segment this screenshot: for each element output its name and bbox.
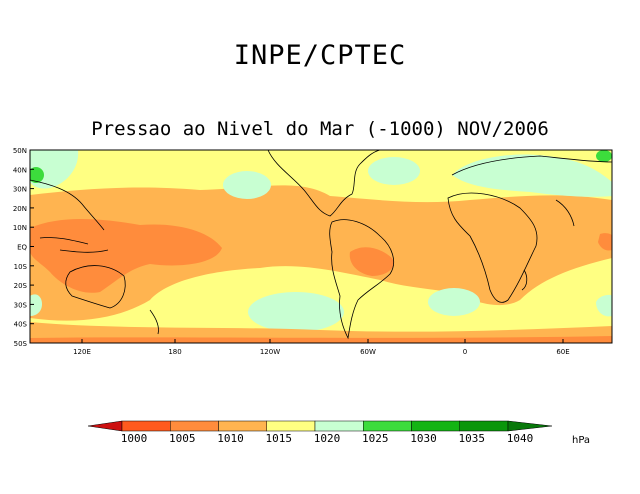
lon-tick-label: 0 (463, 348, 467, 356)
colorbar-arrow-high (507, 420, 553, 432)
high-south-indian (596, 294, 612, 317)
header-org-title: INPE/CPTEC (233, 40, 407, 71)
lat-tick-label: 40N (13, 166, 27, 174)
lon-tick-label: 60W (360, 348, 376, 356)
high-south-atlantic (428, 288, 480, 316)
high-core-northwest (30, 167, 44, 183)
lon-tick-label: 120W (260, 348, 280, 356)
pressure-field (30, 150, 612, 343)
coast-south-america (329, 219, 394, 340)
colorbar-level-label: 1025 (362, 432, 389, 445)
units-label: hPa (572, 435, 591, 446)
colorbar-arrow-low (87, 420, 123, 432)
field-band-1005-pacific (30, 219, 222, 293)
field-band-1010 (30, 185, 612, 321)
lat-tick-label: 50N (13, 147, 27, 155)
coast-africa (447, 192, 538, 303)
coastlines (30, 150, 612, 340)
colorbar-segment (218, 420, 267, 432)
colorbar-level-label: 1040 (507, 432, 534, 445)
high-south-pacific (248, 292, 344, 332)
coast-indonesia (39, 237, 109, 253)
high-core-northeast (596, 150, 612, 162)
colorbar-level-label: 1020 (314, 432, 341, 445)
colorbar-level-label: 1030 (410, 432, 437, 445)
lat-tick-label: 30S (14, 301, 28, 309)
map-title: Pressao ao Nivel do Mar (-1000) NOV/2006 (91, 118, 549, 140)
colorbar-segment (266, 420, 316, 432)
lon-tick-label: 180 (168, 348, 181, 356)
colorbar-level-label: 1005 (169, 432, 196, 445)
lat-tick-label: 20S (14, 282, 28, 290)
colorbar-segment (314, 420, 364, 432)
lat-tick-label: 50S (14, 340, 28, 348)
colorbar-level-label: 1010 (217, 432, 244, 445)
colorbar-level-label: 1000 (121, 432, 148, 445)
coast-europe-asia (451, 155, 612, 176)
lon-tick-label: 60E (556, 348, 569, 356)
colorbar-segment (170, 420, 219, 432)
field-band-1005-southamerica (349, 247, 394, 276)
coast-new-zealand (149, 309, 159, 335)
longitude-ticks: 120E 180 120W 60W 0 60E (73, 339, 570, 356)
high-north-atlantic (368, 157, 420, 185)
lat-tick-label: 40S (14, 321, 28, 329)
colorbar-level-label: 1035 (459, 432, 486, 445)
high-eurasia (452, 154, 612, 197)
high-southwest-indian (30, 294, 42, 316)
lat-tick-label: EQ (17, 244, 27, 252)
field-band-1005-indian (598, 233, 612, 251)
colorbar-segment (363, 420, 412, 432)
colorbar-segment (459, 420, 509, 432)
lat-tick-label: 20N (13, 205, 27, 213)
coast-north-america (267, 150, 381, 217)
lat-tick-label: 30N (13, 186, 27, 194)
pressure-colorbar: 1000 1005 1010 1015 1020 1025 1030 1035 1040 (87, 420, 553, 445)
colorbar-segment (411, 420, 460, 432)
coast-madagascar (521, 269, 528, 291)
lat-tick-label: 10S (14, 263, 28, 271)
lat-tick-label: 10N (13, 224, 27, 232)
coast-australia (65, 265, 126, 309)
coast-india (555, 199, 575, 227)
colorbar-segment (121, 420, 171, 432)
latitude-ticks: 50N 40N 30N 20N 10N EQ 10S 20S 30S 40S 50S (13, 147, 34, 348)
high-north-pacific (223, 171, 271, 199)
lon-tick-label: 120E (73, 348, 91, 356)
coast-east-asia (30, 179, 105, 231)
colorbar-level-label: 1015 (266, 432, 293, 445)
